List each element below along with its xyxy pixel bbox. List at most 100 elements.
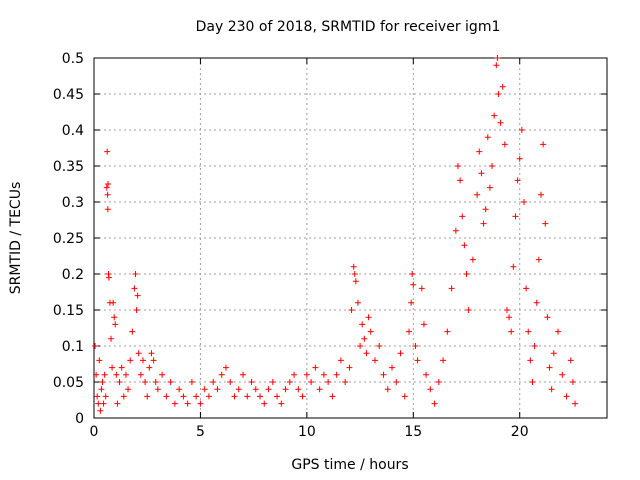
data-point — [412, 343, 419, 349]
data-point — [478, 170, 485, 177]
y-tick-label: 0.5 — [62, 51, 84, 67]
data-point — [463, 271, 470, 277]
data-point — [348, 307, 355, 313]
data-point — [520, 199, 527, 205]
data-point — [572, 400, 579, 407]
data-point — [540, 141, 547, 148]
data-point — [351, 271, 358, 277]
data-point — [563, 393, 570, 400]
data-point — [448, 285, 455, 292]
data-point — [125, 386, 132, 393]
data-point — [531, 343, 538, 349]
data-point — [201, 386, 208, 393]
x-tick-label: 10 — [298, 424, 316, 440]
data-point — [359, 321, 366, 328]
data-point — [150, 357, 157, 364]
data-point — [265, 386, 272, 393]
x-tick-label: 0 — [90, 424, 99, 440]
data-point — [100, 400, 107, 407]
data-point — [401, 393, 408, 400]
y-tick-label: 0.1 — [62, 339, 84, 355]
data-point — [476, 148, 483, 155]
data-point — [95, 400, 102, 407]
data-point — [461, 242, 468, 249]
data-point — [529, 379, 536, 385]
data-point — [457, 177, 464, 184]
data-point — [112, 321, 119, 328]
data-point — [376, 343, 383, 349]
data-point — [544, 314, 551, 321]
data-point — [222, 364, 229, 371]
data-point — [116, 379, 123, 385]
data-point — [218, 371, 225, 378]
data-point — [146, 364, 153, 371]
data-point — [286, 379, 293, 385]
data-point — [154, 386, 161, 393]
data-point — [418, 285, 425, 292]
data-point — [148, 350, 155, 357]
data-point — [111, 314, 118, 321]
data-point — [105, 181, 112, 187]
data-point — [132, 271, 139, 277]
data-point — [210, 379, 217, 385]
data-point — [380, 371, 387, 378]
data-point — [371, 357, 378, 364]
y-tick-label: 0.45 — [53, 87, 84, 103]
data-point — [510, 263, 517, 270]
data-point — [152, 379, 159, 385]
data-point — [482, 206, 489, 213]
data-point — [133, 307, 140, 313]
data-point — [261, 400, 268, 407]
data-point — [96, 357, 103, 364]
y-tick-label: 0.15 — [53, 303, 84, 319]
data-point — [406, 328, 413, 335]
data-point — [493, 62, 500, 69]
data-point — [423, 371, 430, 378]
data-point — [188, 379, 195, 385]
data-point — [325, 379, 332, 385]
data-point — [291, 371, 298, 378]
data-point — [104, 191, 111, 198]
data-point — [131, 285, 138, 292]
data-point — [163, 393, 170, 400]
data-point — [518, 127, 525, 133]
data-point — [542, 220, 549, 227]
data-point — [227, 379, 234, 385]
data-point — [244, 393, 251, 400]
data-point — [384, 386, 391, 393]
y-tick-label: 0.2 — [62, 267, 84, 283]
data-point — [269, 379, 276, 385]
y-tick-label: 0.4 — [62, 123, 84, 139]
data-point — [103, 184, 110, 191]
data-point — [282, 386, 289, 393]
data-point — [440, 357, 447, 364]
data-point — [122, 371, 129, 378]
data-point — [118, 364, 125, 371]
data-point — [167, 379, 174, 385]
data-point — [454, 163, 461, 169]
data-point — [248, 379, 255, 385]
data-point — [501, 141, 508, 148]
data-point — [523, 285, 530, 292]
data-point — [495, 91, 502, 97]
data-point — [193, 393, 200, 400]
data-point — [97, 407, 104, 414]
data-point — [274, 393, 281, 400]
data-point — [176, 386, 183, 393]
grid-lines — [94, 58, 607, 418]
data-point — [535, 256, 542, 263]
data-point — [489, 163, 496, 169]
x-axis-tick-labels: 0 5 10 15 20 — [90, 424, 529, 440]
data-point — [350, 263, 357, 270]
data-point — [102, 393, 109, 400]
data-point — [108, 335, 115, 342]
data-point — [527, 357, 534, 364]
data-point — [480, 220, 487, 227]
data-points — [92, 55, 579, 414]
data-point — [129, 328, 136, 335]
data-point — [408, 299, 415, 306]
data-point — [342, 379, 349, 385]
data-point — [452, 227, 459, 234]
data-point — [94, 393, 101, 400]
x-tick-label: 5 — [196, 424, 205, 440]
